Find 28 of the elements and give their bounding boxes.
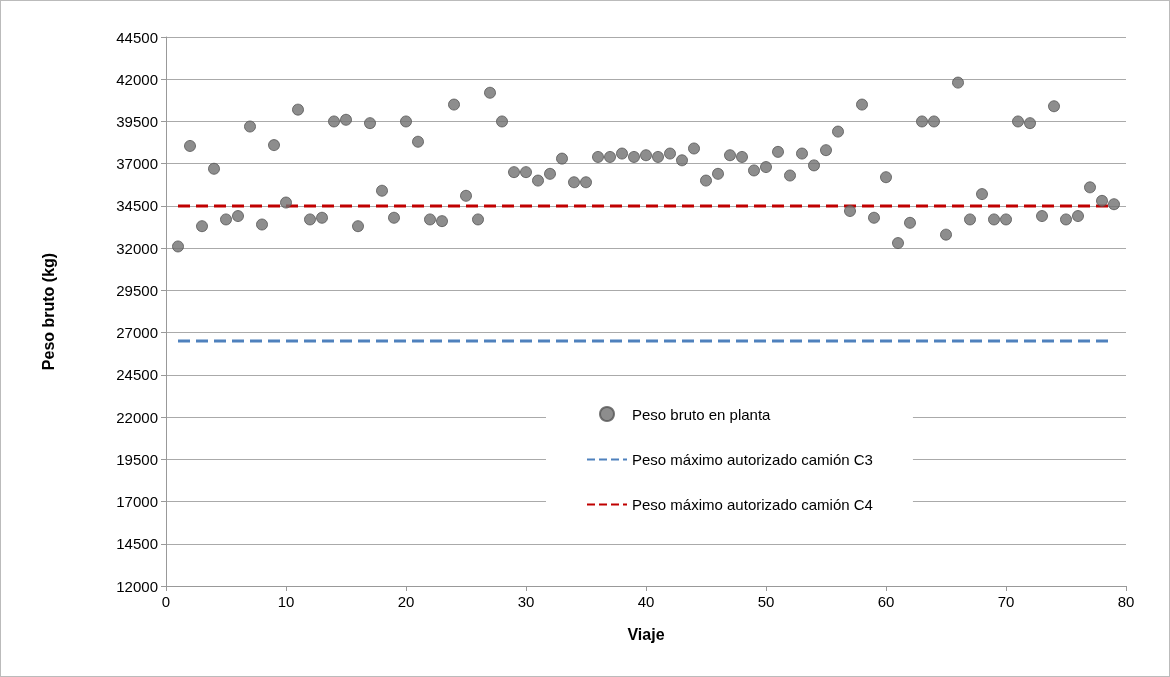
y-tick-label: 32000 — [116, 239, 158, 257]
y-tick-label: 22000 — [116, 408, 158, 426]
x-tick-label: 40 — [637, 593, 655, 610]
y-tick-label: 12000 — [116, 577, 158, 595]
x-axis-title: Viaje — [627, 625, 665, 643]
x-tick-label: 30 — [517, 593, 535, 610]
legend-label: Peso máximo autorizado camión C3 — [632, 451, 873, 468]
x-tick-label: 70 — [997, 593, 1015, 610]
legend-label: Peso bruto en planta — [632, 405, 772, 423]
legend-label: Peso máximo autorizado camión C4 — [632, 496, 873, 513]
y-tick-label: 27000 — [116, 324, 158, 342]
y-tick-label: 19500 — [116, 450, 158, 468]
x-tick-label: 10 — [277, 593, 295, 610]
y-tick-label: 39500 — [116, 112, 158, 130]
x-tick-label: 0 — [161, 593, 171, 610]
y-tick-label: 37000 — [116, 155, 158, 173]
x-tick-label: 80 — [1117, 593, 1135, 610]
y-tick-label: 29500 — [116, 281, 158, 299]
y-tick-label: 44500 — [116, 28, 158, 46]
x-tick-label: 60 — [877, 593, 895, 610]
x-tick-label: 50 — [757, 593, 775, 610]
y-tick-label: 17000 — [116, 493, 158, 511]
x-tick-label: 20 — [397, 593, 415, 610]
y-tick-label: 42000 — [116, 70, 158, 88]
y-tick-label: 34500 — [116, 197, 158, 215]
y-tick-label: 14500 — [116, 535, 158, 553]
y-axis-title: Peso bruto (kg) — [39, 252, 57, 371]
y-tick-label: 24500 — [116, 366, 158, 384]
